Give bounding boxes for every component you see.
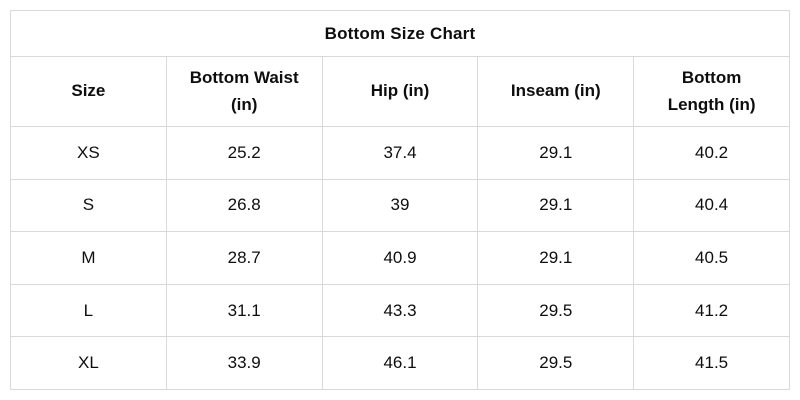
column-header-inseam: Inseam (in) xyxy=(477,56,635,127)
column-header-size: Size xyxy=(10,56,167,127)
cell-bottom-length: 40.5 xyxy=(633,231,790,285)
cell-hip: 37.4 xyxy=(321,126,479,180)
cell-bottom-length: 41.2 xyxy=(633,283,790,338)
cell-hip: 39 xyxy=(321,178,479,233)
cell-size: XS xyxy=(10,126,167,180)
cell-hip: 46.1 xyxy=(321,336,479,390)
table-row-m: M 28.7 40.9 29.1 40.5 xyxy=(10,231,790,285)
cell-bottom-waist: 25.2 xyxy=(165,126,323,180)
cell-bottom-waist: 33.9 xyxy=(165,336,323,390)
header-row: Size Bottom Waist (in) Hip (in) Inseam (… xyxy=(10,56,790,127)
cell-bottom-length: 41.5 xyxy=(633,336,790,390)
cell-inseam: 29.1 xyxy=(477,126,635,180)
cell-inseam: 29.5 xyxy=(477,283,635,338)
table-row-xs: XS 25.2 37.4 29.1 40.2 xyxy=(10,126,790,180)
cell-size: S xyxy=(10,178,167,233)
bottom-size-chart-table: Bottom Size Chart Size Bottom Waist (in)… xyxy=(10,10,790,390)
table-row-xl: XL 33.9 46.1 29.5 41.5 xyxy=(10,336,790,390)
cell-bottom-waist: 31.1 xyxy=(165,283,323,338)
table-row-l: L 31.1 43.3 29.5 41.2 xyxy=(10,283,790,338)
cell-bottom-length: 40.2 xyxy=(633,126,790,180)
cell-bottom-length: 40.4 xyxy=(633,178,790,233)
table-row-s: S 26.8 39 29.1 40.4 xyxy=(10,178,790,233)
cell-size: M xyxy=(10,231,167,285)
chart-title: Bottom Size Chart xyxy=(10,10,790,57)
column-header-bottom-waist: Bottom Waist (in) xyxy=(165,56,323,127)
cell-hip: 43.3 xyxy=(321,283,479,338)
cell-bottom-waist: 26.8 xyxy=(165,178,323,233)
cell-inseam: 29.1 xyxy=(477,231,635,285)
cell-size: XL xyxy=(10,336,167,390)
cell-inseam: 29.5 xyxy=(477,336,635,390)
cell-size: L xyxy=(10,283,167,338)
cell-inseam: 29.1 xyxy=(477,178,635,233)
cell-bottom-waist: 28.7 xyxy=(165,231,323,285)
cell-hip: 40.9 xyxy=(321,231,479,285)
column-header-bottom-length: Bottom Length (in) xyxy=(633,56,790,127)
title-row: Bottom Size Chart xyxy=(10,10,790,57)
column-header-hip: Hip (in) xyxy=(321,56,479,127)
